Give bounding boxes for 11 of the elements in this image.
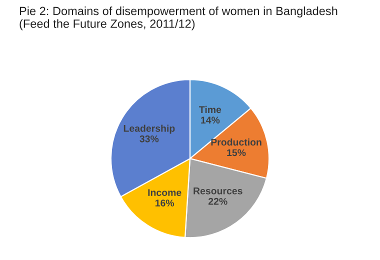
data-label: 33% (140, 135, 159, 142)
chart-title: Pie 2: Domains of disempowerment of women in Bangladesh (Feed the Future Zones, 2011/12) (20, 6, 338, 30)
slice-label: Leadership (124, 124, 175, 134)
slice-label: Production (211, 138, 262, 146)
data-label: 22% (208, 198, 228, 205)
slice-label: Income (148, 189, 182, 196)
data-label: 14% (201, 116, 220, 124)
data-label: 16% (155, 200, 174, 206)
slice-label: Resources (194, 188, 242, 194)
data-label: 15% (227, 149, 246, 156)
slice-label: Time (199, 106, 222, 114)
